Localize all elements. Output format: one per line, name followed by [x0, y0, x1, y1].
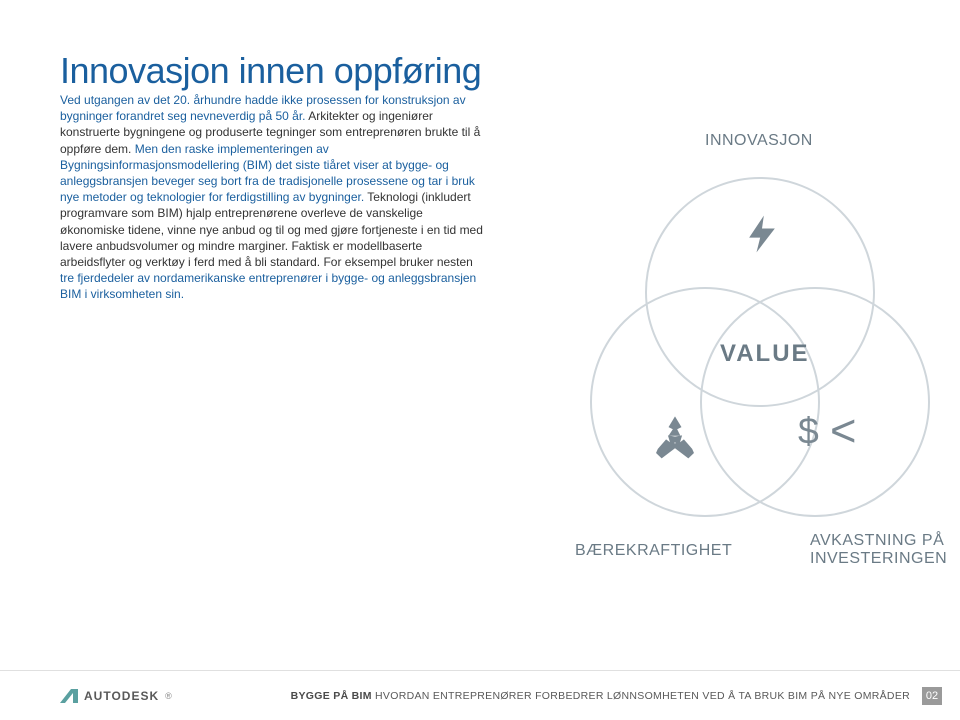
label-baerekraft: BÆREKRAFTIGHET: [575, 542, 732, 560]
recycle-icon: [648, 412, 702, 466]
autodesk-logo-tm: ®: [165, 691, 172, 701]
body-column: Ved utgangen av det 20. århundre hadde i…: [60, 92, 490, 612]
label-value: VALUE: [720, 340, 810, 368]
body-link2[interactable]: tre fjerdedeler av nordamerikanske entre…: [60, 271, 476, 301]
label-avkastning-l1: AVKASTNING PÅ: [810, 532, 944, 549]
autodesk-logo-text: AUTODESK: [84, 689, 159, 703]
dollar-less-icon: $ <: [798, 407, 878, 457]
label-avkastning: AVKASTNING PÅ INVESTERINGEN: [810, 532, 947, 568]
venn-circle-br: [700, 287, 930, 517]
footer-title-bold: BYGGE PÅ BIM: [291, 690, 372, 702]
page-title: Innovasjon innen oppføring: [60, 50, 900, 92]
body-paragraph: Ved utgangen av det 20. århundre hadde i…: [60, 92, 490, 302]
autodesk-logo-icon: [60, 689, 78, 703]
bolt-icon: [740, 212, 784, 256]
venn-diagram: INNOVASJON BÆREKRAFTIGHET AVKASTNING PÅ …: [520, 92, 900, 612]
page-number: 02: [922, 687, 942, 705]
page-footer: AUTODESK ® BYGGE PÅ BIM HVORDAN ENTREPRE…: [0, 670, 960, 720]
footer-doc-title: BYGGE PÅ BIM HVORDAN ENTREPRENØRER FORBE…: [291, 690, 910, 702]
svg-text:<: <: [830, 407, 856, 456]
autodesk-logo: AUTODESK ®: [60, 689, 172, 703]
label-innovasjon: INNOVASJON: [705, 132, 813, 150]
label-avkastning-l2: INVESTERINGEN: [810, 550, 947, 567]
footer-title-rest: HVORDAN ENTREPRENØRER FORBEDRER LØNNSOMH…: [372, 690, 910, 702]
svg-text:$: $: [798, 409, 819, 451]
